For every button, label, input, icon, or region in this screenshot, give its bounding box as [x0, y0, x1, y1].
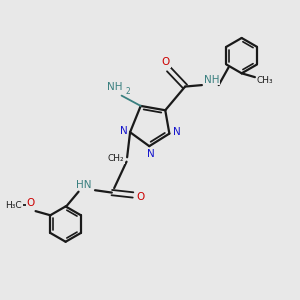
Text: HN: HN [76, 180, 92, 190]
Text: N: N [120, 126, 128, 136]
Text: N: N [147, 148, 154, 158]
Text: NH: NH [204, 75, 219, 85]
Text: O: O [162, 57, 170, 67]
Text: O: O [137, 192, 145, 202]
Text: N: N [173, 127, 181, 137]
Text: H₃C: H₃C [5, 201, 22, 210]
Text: CH₂: CH₂ [108, 154, 124, 163]
Text: O: O [26, 199, 35, 208]
Text: CH₃: CH₃ [257, 76, 274, 85]
Text: NH: NH [107, 82, 123, 92]
Text: 2: 2 [126, 87, 130, 96]
